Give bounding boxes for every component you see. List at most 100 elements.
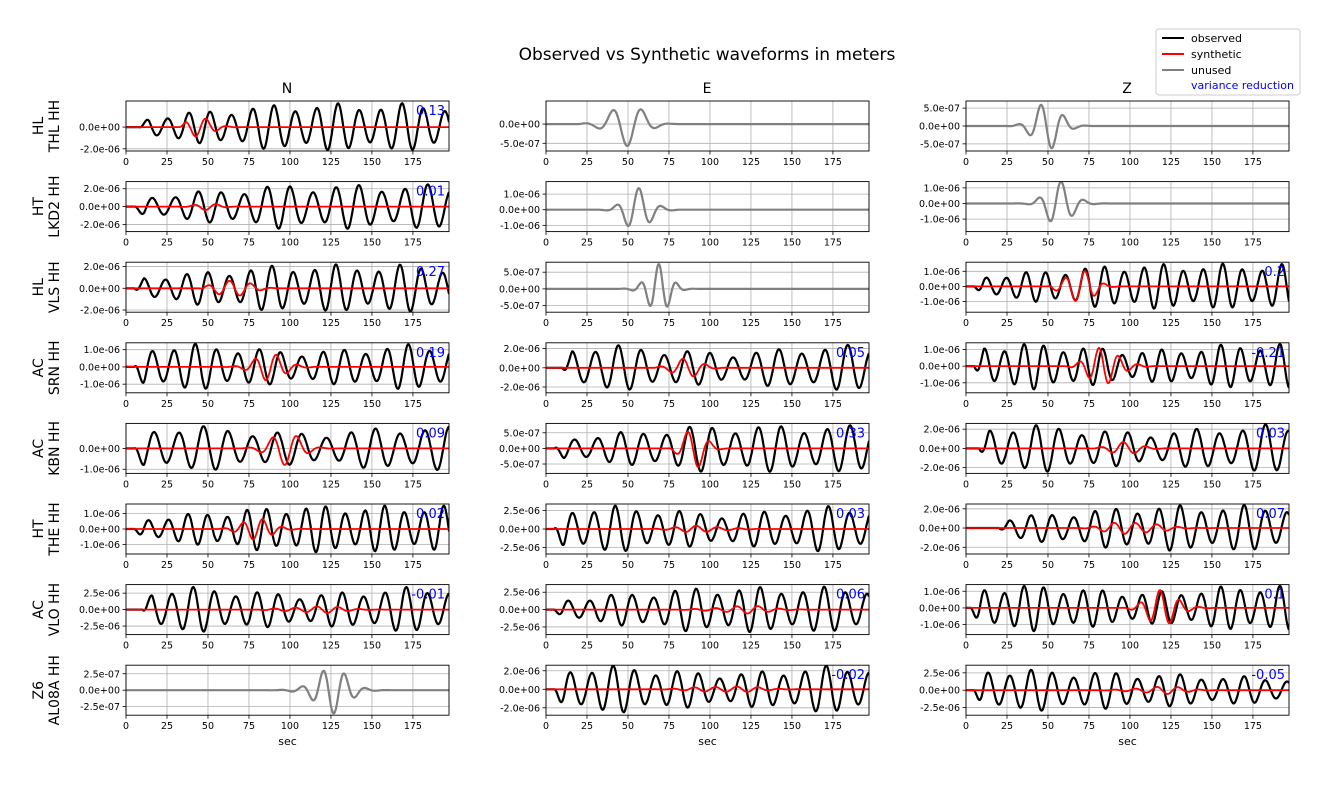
y-tick-label: -2.5e-06: [500, 622, 540, 633]
panel-al08a-z: 0 25 50 75 100 125 150 175 2.5e-06 0.0e+00 -2.5e-0…: [919, 664, 1290, 748]
observed-trace: [546, 585, 869, 633]
observed-trace: [126, 102, 449, 151]
x-tick-label: 175: [404, 479, 422, 490]
y-tick-label: -5.0e-07: [920, 139, 960, 150]
station-label-6: AC VLO HH: [31, 583, 63, 636]
x-tick-label: 50: [622, 721, 634, 732]
observed-trace: [126, 183, 449, 230]
x-tick-label: 0: [123, 479, 129, 490]
x-tick-label: 175: [1244, 560, 1262, 571]
x-tick-label: 100: [1121, 721, 1139, 732]
y-tick-label: 0.0e+00: [499, 605, 540, 616]
x-tick-label: 175: [824, 560, 842, 571]
x-tick-label: 25: [581, 479, 593, 490]
panel-traces: [546, 343, 869, 391]
x-tick-label: 25: [1001, 318, 1013, 329]
x-tick-label: 175: [404, 318, 422, 329]
column-title-e: E: [703, 81, 712, 97]
y-tick-label: 0.0e+00: [919, 282, 960, 293]
panel-frame: [965, 584, 1290, 636]
x-tick-label: 75: [1083, 318, 1095, 329]
x-axis-label: sec: [278, 735, 297, 748]
x-tick-label: 175: [404, 560, 422, 571]
x-tick-label: 100: [281, 318, 299, 329]
station-network-label: AC: [31, 358, 47, 377]
station-network-label: AC: [31, 600, 47, 619]
legend-label-synthetic: synthetic: [1191, 48, 1242, 61]
x-tick-label: 100: [701, 157, 719, 168]
panel-srn-z: 0 25 50 75 100 125 150 175 1.0e-06 0.0e+00 -1.0e-0…: [919, 342, 1290, 410]
x-tick-label: 25: [161, 399, 173, 410]
station-code-label: THE HH: [47, 502, 63, 556]
panel-lkd2-n: 0 25 50 75 100 125 150 175 2.0e-06 0.0e+00 -2.0e-0…: [79, 181, 450, 249]
variance-reduction-label: 0.27: [416, 265, 445, 280]
panel-thl-z: 0 25 50 75 100 125 150 175 5.0e-07 0.0e+00 -5.0e-0…: [919, 100, 1290, 168]
station-code-label: THL HH: [47, 100, 63, 153]
x-tick-label: 0: [963, 641, 969, 652]
x-tick-label: 75: [1083, 560, 1095, 571]
x-tick-label: 125: [742, 560, 760, 571]
x-tick-label: 50: [622, 399, 634, 410]
x-tick-label: 175: [1244, 318, 1262, 329]
y-tick-label: 0.0e+00: [919, 199, 960, 210]
x-tick-label: 100: [1121, 479, 1139, 490]
x-tick-label: 75: [1083, 479, 1095, 490]
panel-frame: [545, 181, 870, 233]
x-tick-label: 25: [1001, 399, 1013, 410]
x-tick-label: 75: [1083, 721, 1095, 732]
legend: observed synthetic unused variance reduc…: [1155, 28, 1301, 96]
y-tick-label: 2.0e-06: [84, 184, 120, 195]
x-tick-label: 125: [742, 318, 760, 329]
variance-reduction-label: 0.2: [1264, 265, 1285, 280]
y-tick-label: 0.0e+00: [919, 362, 960, 373]
x-tick-label: 0: [963, 157, 969, 168]
y-tick-label: -1.0e-06: [80, 380, 120, 391]
y-tick-label: 1.0e-06: [924, 183, 960, 194]
x-tick-label: 50: [202, 721, 214, 732]
variance-reduction-label: 0.03: [836, 507, 865, 522]
x-tick-label: 0: [543, 560, 549, 571]
panel-traces: [966, 668, 1289, 712]
x-tick-label: 0: [123, 238, 129, 249]
y-tick-label: 0.0e+00: [919, 686, 960, 697]
y-tick-label: 0.0e+00: [79, 605, 120, 616]
x-tick-label: 75: [243, 157, 255, 168]
y-tick-label: -1.0e-06: [500, 221, 540, 232]
y-tick-label: 0.0e+00: [79, 123, 120, 134]
x-tick-label: 50: [202, 399, 214, 410]
x-tick-label: 150: [783, 399, 801, 410]
synthetic-trace: [126, 605, 449, 614]
synthetic-trace: [966, 270, 1289, 302]
x-tick-label: 50: [1042, 641, 1054, 652]
x-tick-label: 25: [161, 318, 173, 329]
y-tick-label: -1.0e-06: [920, 215, 960, 226]
x-tick-label: 150: [1203, 399, 1221, 410]
panel-traces: [126, 585, 449, 633]
variance-reduction-label: 0.1: [1264, 588, 1285, 603]
x-tick-label: 175: [404, 399, 422, 410]
panel-traces: [126, 263, 449, 313]
panel-frame: [545, 342, 870, 394]
x-tick-label: 50: [202, 641, 214, 652]
station-network-label: HT: [31, 519, 47, 539]
x-tick-label: 100: [281, 721, 299, 732]
x-tick-label: 175: [824, 157, 842, 168]
x-tick-label: 175: [824, 399, 842, 410]
x-tick-label: 75: [663, 399, 675, 410]
figure-title: Observed vs Synthetic waveforms in meter…: [519, 45, 896, 65]
x-tick-label: 100: [1121, 560, 1139, 571]
x-tick-label: 125: [322, 238, 340, 249]
x-tick-label: 150: [783, 157, 801, 168]
panel-lkd2-z: 0 25 50 75 100 125 150 175 1.0e-06 0.0e+00 -1.0e-0…: [919, 181, 1290, 249]
x-tick-label: 125: [322, 318, 340, 329]
variance-reduction-label: 0.07: [1256, 507, 1285, 522]
station-label-3: AC SRN HH: [31, 341, 63, 396]
x-tick-label: 75: [1083, 238, 1095, 249]
panel-lkd2-e: 0 25 50 75 100 125 150 175 1.0e-06 0.0e+00 -1.0e-0…: [499, 181, 870, 249]
x-tick-label: 100: [1121, 318, 1139, 329]
station-network-label: HL: [31, 117, 47, 136]
panel-traces: [126, 669, 449, 715]
y-tick-label: 2.0e-06: [924, 504, 960, 515]
x-tick-label: 125: [322, 399, 340, 410]
x-tick-label: 150: [1203, 238, 1221, 249]
